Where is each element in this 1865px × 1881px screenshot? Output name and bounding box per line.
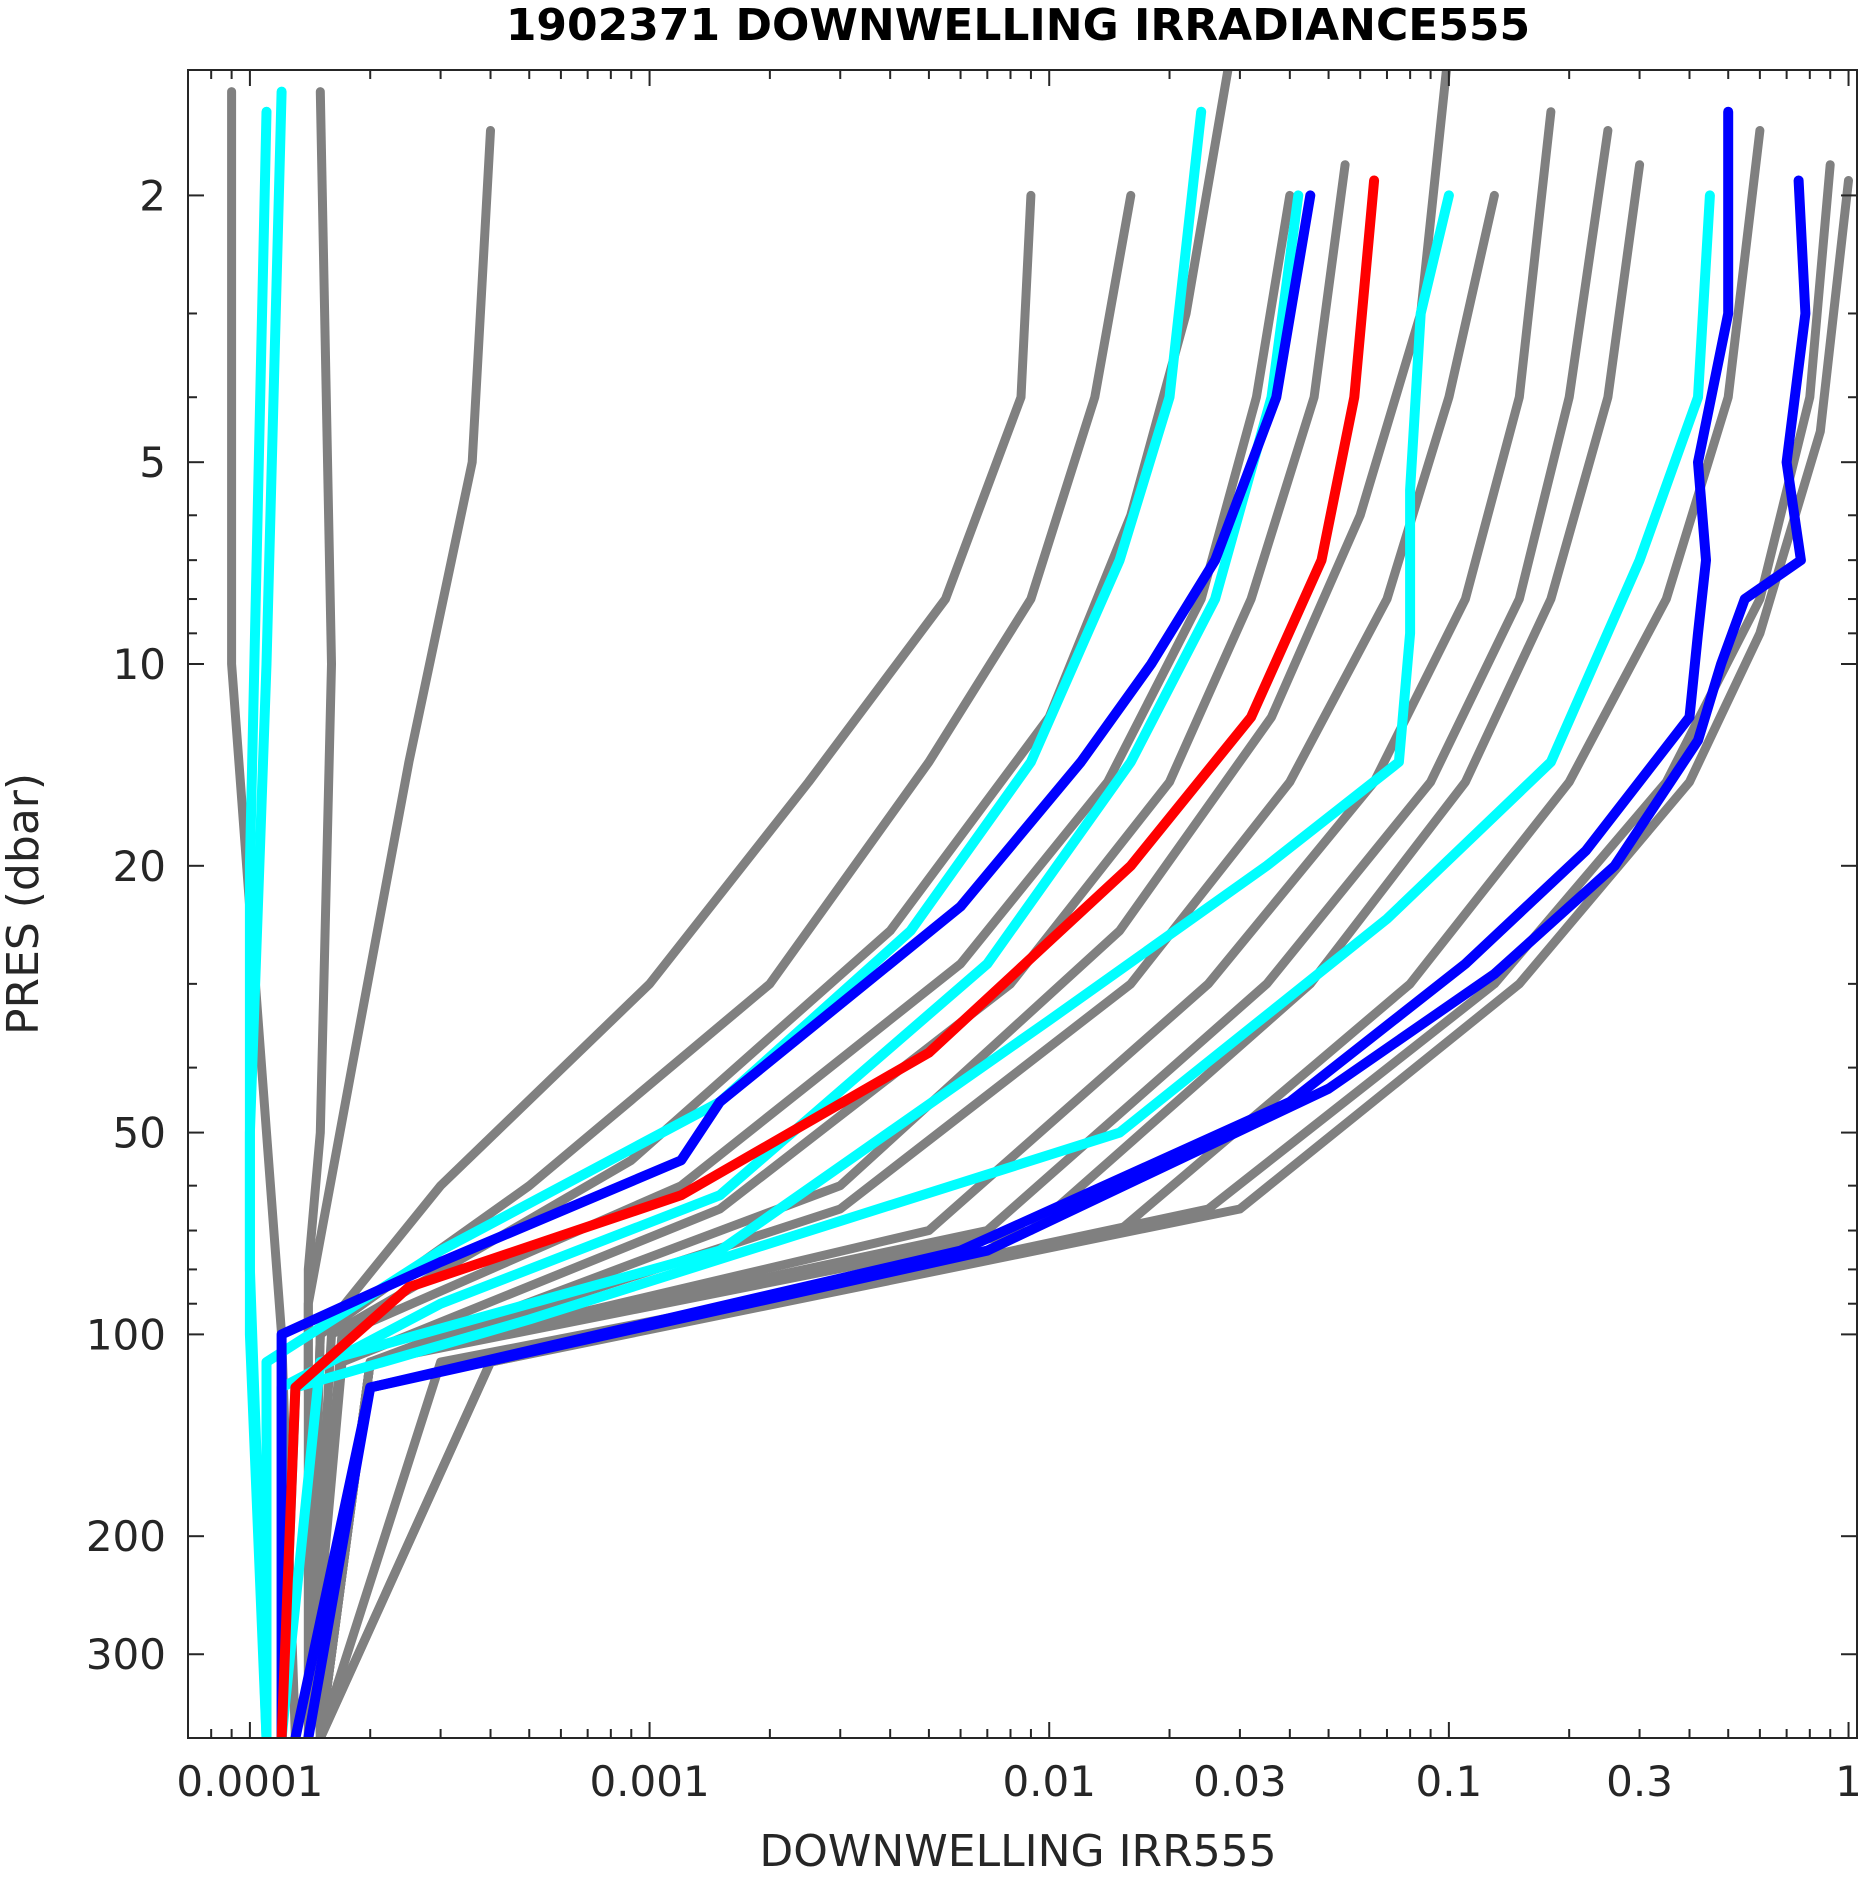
x-tick-label: 0.03 [1193,1757,1287,1806]
y-tick-label: 10 [113,640,166,689]
y-tick-label: 300 [86,1630,166,1679]
y-axis-label: PRES (dbar) [0,773,49,1035]
plot-frame [187,69,1858,1739]
profile-line-7 [303,190,1295,1738]
profile-line-26 [276,175,1380,1738]
profile-line-8 [303,160,1350,1738]
profile-line-22 [276,190,1715,1738]
chart-title: 1902371 DOWNWELLING IRRADIANCE555 [506,0,1530,51]
x-tick-label: 0.0001 [176,1757,323,1806]
x-tick-label: 0.1 [1415,1757,1482,1806]
profile-line-25 [303,175,1811,1738]
y-tick-label: 2 [139,171,166,220]
x-tick-label: 0.01 [1002,1757,1096,1806]
profile-line-23 [276,190,1316,1738]
y-tick-label: 200 [86,1512,166,1561]
y-tick-label: 5 [139,438,166,487]
x-tick-label: 1 [1835,1757,1862,1806]
x-axis-ticks: 0.0001 0.001 0.01 0.03 0.1 0.3 1 [176,70,1862,1806]
profile-line-18 [244,106,272,1738]
y-axis-ticks: 2 5 10 20 50 100 200 300 [86,171,1857,1739]
profile-line-10 [315,190,1499,1738]
profile-line-19 [261,106,1207,1738]
x-tick-label: 0.3 [1606,1757,1673,1806]
x-axis-label: DOWNWELLING IRR555 [759,1826,1276,1877]
plot-series [227,70,1853,1738]
y-tick-label: 100 [86,1310,166,1359]
x-tick-label: 0.001 [589,1757,709,1806]
y-tick-label: 50 [113,1109,166,1158]
y-tick-label: 20 [113,842,166,891]
profile-line-13 [315,160,1645,1738]
profile-line-21 [276,190,1454,1738]
profile-line-4 [303,190,1036,1738]
